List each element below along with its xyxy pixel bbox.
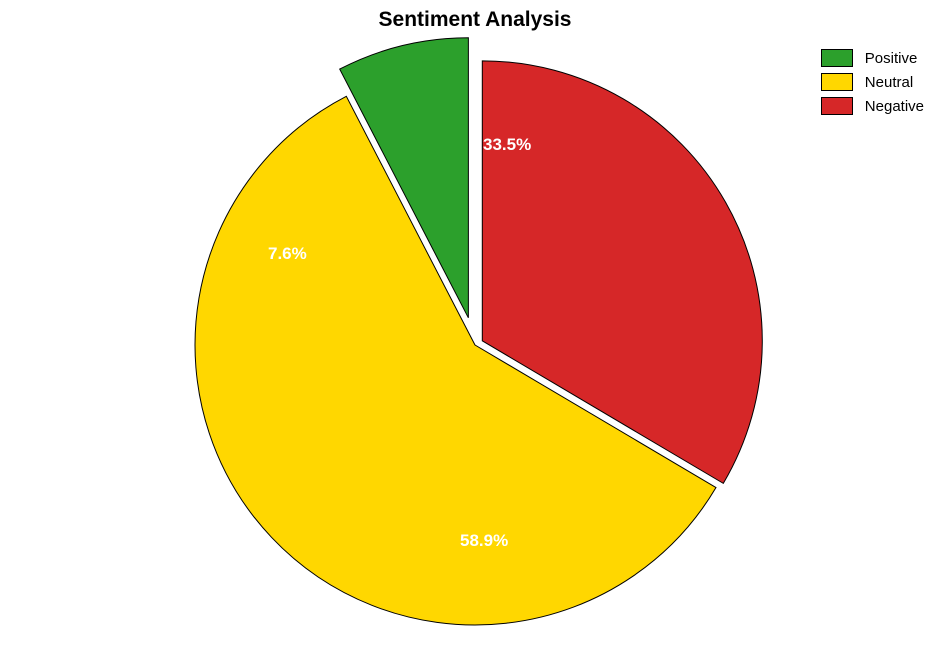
legend-label-negative: Negative bbox=[865, 98, 924, 115]
legend-item-neutral: Neutral bbox=[821, 72, 924, 92]
slice-label-neutral: 58.9% bbox=[460, 531, 508, 551]
pie-chart bbox=[0, 0, 950, 662]
slice-label-positive: 7.6% bbox=[268, 244, 307, 264]
legend: Positive Neutral Negative bbox=[821, 48, 924, 120]
legend-swatch-negative bbox=[821, 97, 853, 115]
legend-swatch-neutral bbox=[821, 73, 853, 91]
legend-swatch-positive bbox=[821, 49, 853, 67]
legend-label-neutral: Neutral bbox=[865, 74, 913, 91]
legend-label-positive: Positive bbox=[865, 50, 918, 67]
slice-label-negative: 33.5% bbox=[483, 135, 531, 155]
chart-container: Sentiment Analysis Positive Neutral Nega… bbox=[0, 0, 950, 662]
legend-item-positive: Positive bbox=[821, 48, 924, 68]
legend-item-negative: Negative bbox=[821, 96, 924, 116]
